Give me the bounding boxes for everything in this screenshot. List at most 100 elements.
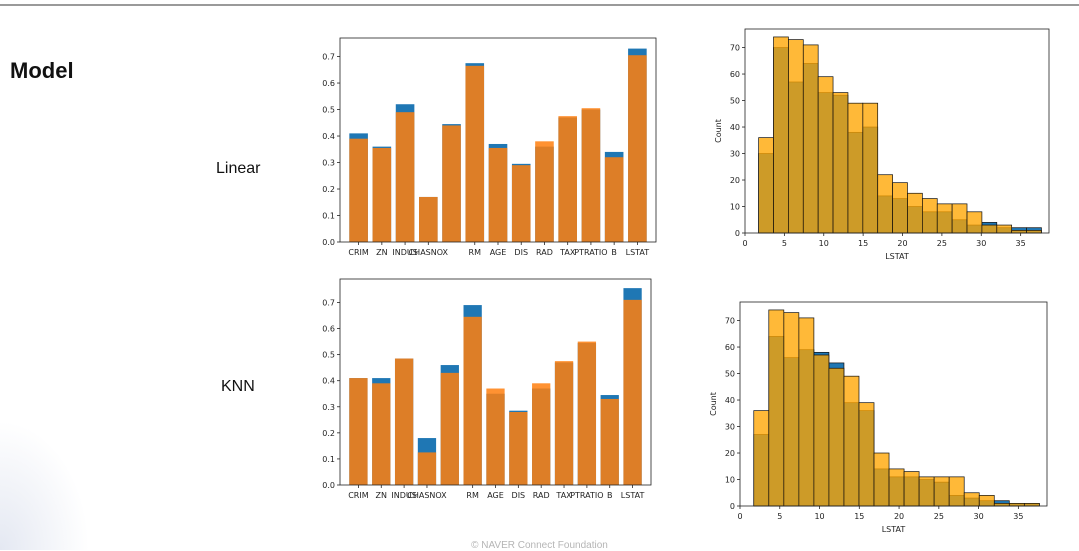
- bar-lstat-s1: [628, 55, 647, 242]
- x-axis-label: LSTAT: [885, 252, 909, 261]
- bar-rm-s1: [463, 316, 482, 485]
- axes-frame: [739, 301, 1048, 507]
- y-tick-label: 0.3: [322, 159, 335, 168]
- x-tick-label: ZN: [376, 248, 387, 257]
- hist-bin-s1: [963, 492, 980, 507]
- hist-bin-s1: [948, 476, 965, 507]
- y-tick-label: 30: [730, 150, 740, 159]
- hist-bin-s1: [783, 312, 800, 507]
- hist-bin-s1: [922, 198, 938, 234]
- y-tick-label: 0.2: [322, 185, 335, 194]
- hist-bin-s1: [862, 102, 879, 234]
- x-tick-label: DIS: [512, 491, 526, 500]
- x-tick-label: 25: [937, 239, 947, 248]
- top-divider: [0, 4, 1079, 6]
- x-tick-label: 25: [934, 512, 944, 521]
- y-tick-label: 0.6: [322, 79, 335, 88]
- x-tick-label: INDUS: [392, 248, 417, 257]
- y-tick-label: 0.2: [322, 429, 335, 438]
- bar-b-s1: [600, 398, 619, 485]
- bar-ptratio-s1: [577, 341, 597, 485]
- y-tick-label: 10: [725, 476, 735, 485]
- x-tick-label: INDUS: [391, 491, 416, 500]
- x-tick-label: 30: [974, 512, 984, 521]
- y-tick-label: 0: [730, 502, 735, 511]
- hist-bin-s1: [918, 476, 935, 507]
- x-tick-label: LSTAT: [626, 248, 650, 257]
- bar-zn-s1: [372, 383, 391, 485]
- bar-b-s1: [604, 157, 624, 242]
- y-tick-label: 40: [725, 396, 735, 405]
- y-tick-label: 0.4: [322, 132, 335, 141]
- hist-bin-s1: [828, 367, 845, 507]
- hist-bin-s1: [847, 102, 864, 234]
- bar-crim-s1: [349, 138, 368, 242]
- hist-bin-s1: [978, 495, 995, 507]
- y-tick-label: 10: [730, 203, 740, 212]
- x-axis-label: LSTAT: [882, 525, 906, 534]
- axes-frame: [339, 37, 657, 243]
- axes-frame: [339, 278, 652, 486]
- x-tick-label: LSTAT: [621, 491, 645, 500]
- bar-lstat-s1: [623, 299, 642, 485]
- hist-bin-s1: [933, 476, 950, 507]
- y-tick-label: 20: [730, 176, 740, 185]
- x-tick-label: TAX: [559, 248, 576, 257]
- x-tick-label: 30: [976, 239, 986, 248]
- x-tick-label: RM: [469, 248, 482, 257]
- hist-bin-s1: [877, 174, 893, 234]
- y-tick-label: 0.0: [322, 238, 335, 247]
- y-tick-label: 0.7: [322, 298, 335, 307]
- bar-rm-s1: [465, 65, 485, 243]
- x-tick-label: AGE: [490, 248, 507, 257]
- y-tick-label: 0: [735, 229, 740, 238]
- bar-nox-s1: [442, 125, 461, 242]
- bar-nox-s1: [440, 372, 459, 485]
- hist-bin-s1: [888, 468, 905, 507]
- bar-tax-s1: [554, 361, 574, 485]
- bar-dis-s1: [509, 411, 528, 485]
- y-tick-label: 40: [730, 123, 740, 132]
- bar-tax-s1: [558, 116, 577, 242]
- hist-bin-s1: [753, 410, 770, 507]
- row-label-linear: Linear: [216, 160, 261, 177]
- x-tick-label: 15: [854, 512, 864, 521]
- x-tick-label: CHASNOX: [407, 491, 447, 500]
- hist-bin-s1: [788, 39, 804, 234]
- bar-age-s1: [488, 147, 508, 242]
- y-axis-label: Count: [714, 119, 723, 143]
- hist-bin-s1: [892, 182, 908, 234]
- x-tick-label: 20: [894, 512, 904, 521]
- hist-bin-s1: [813, 354, 830, 507]
- bar-zn-s1: [372, 147, 392, 242]
- row-label-knn: KNN: [221, 378, 255, 395]
- y-tick-label: 0.5: [322, 106, 335, 115]
- bar-ptratio-s1: [581, 108, 601, 242]
- y-tick-label: 0.5: [322, 351, 335, 360]
- hist-bin-s1: [758, 137, 774, 234]
- y-tick-label: 0.3: [322, 403, 335, 412]
- x-tick-label: RAD: [536, 248, 553, 257]
- hist-bin-s1: [981, 224, 998, 234]
- x-tick-label: 5: [782, 239, 787, 248]
- hist-bin-s1: [951, 203, 968, 234]
- y-tick-label: 60: [725, 343, 735, 352]
- bar-dis-s1: [511, 165, 531, 242]
- y-tick-label: 70: [730, 44, 740, 53]
- x-tick-label: 5: [777, 512, 782, 521]
- axes-frame: [744, 28, 1050, 234]
- knn-lstat-histogram: 0 5 10 15 20 25 30 35 0 10 20 30 40 50 60 70 LSTAT Count: [709, 301, 1048, 534]
- x-tick-label: B: [607, 491, 613, 500]
- x-tick-label: CRIM: [348, 491, 369, 500]
- bar-age-s1: [486, 388, 505, 485]
- y-tick-label: 50: [725, 370, 735, 379]
- x-tick-label: 15: [858, 239, 868, 248]
- bar-indus-s1: [395, 112, 415, 242]
- y-tick-label: 0.6: [322, 325, 335, 334]
- x-tick-label: CHASNOX: [409, 248, 449, 257]
- y-tick-label: 60: [730, 70, 740, 79]
- hist-bin-s1: [802, 44, 819, 234]
- x-tick-label: 0: [742, 239, 747, 248]
